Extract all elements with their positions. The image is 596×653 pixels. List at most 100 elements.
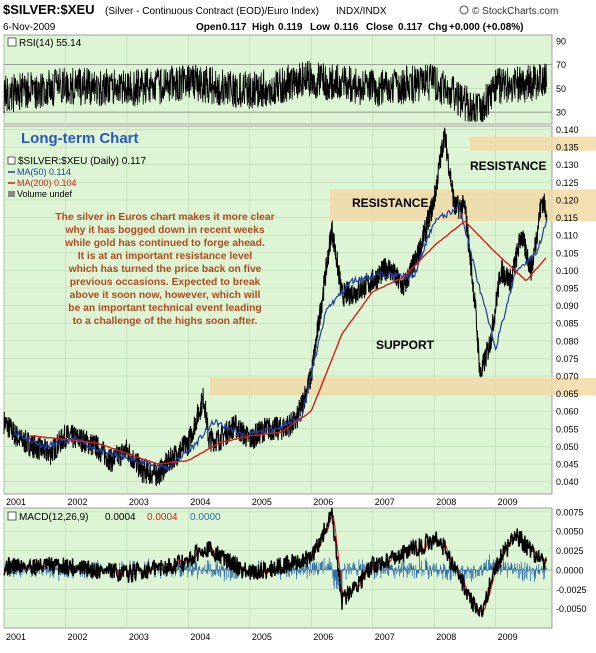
price-tick-label: 0.115	[556, 213, 578, 223]
price-tick-label: 0.050	[556, 442, 579, 452]
x-axis-label: 2009	[498, 497, 518, 507]
annotation-line: It is at an important resistance level	[78, 251, 253, 262]
rsi-tick-labels: 90 70 50 30	[556, 36, 566, 117]
open-value: 0.117	[222, 22, 247, 33]
ma200-line	[29, 220, 547, 465]
rsi-legend: RSI(14) 55.14	[7, 37, 82, 49]
chart-subtitle: Long-term Chart	[21, 130, 139, 147]
price-tick-label: 0.100	[556, 266, 579, 276]
x-axis-label: 2008	[436, 632, 456, 642]
macd-legend: MACD(12,26,9) 0.0004 0.0004 0.0000	[7, 511, 221, 523]
resistance-label: RESISTANCE	[352, 196, 428, 210]
price-panel: Long-term Chart $SILVER:$XEU (Daily) 0.1…	[3, 125, 596, 495]
ohlc-readout: Open 0.117 High 0.119 Low 0.116 Close 0.…	[196, 22, 524, 33]
resistance-top-label: RESISTANCE	[470, 159, 546, 173]
price-tick-label: 0.105	[556, 248, 579, 258]
x-axis-label: 2002	[67, 632, 87, 642]
x-axis-labels-price: 2001 2002 2003 2004 2005 2006 2007 2008 2009	[6, 497, 518, 507]
price-legend: $SILVER:$XEU (Daily) 0.117 MA(50) 0.114 …	[7, 156, 146, 199]
annotation-line: previous occasions. Expected to break	[70, 277, 261, 288]
price-tick-label: 0.070	[556, 372, 579, 382]
price-tick-label: 0.130	[556, 160, 579, 170]
price-tick-label: 0.080	[556, 336, 579, 346]
price-tick-label: 0.060	[556, 407, 579, 417]
chart-title-symbol: $SILVER:$XEU	[3, 2, 95, 17]
support-label: SUPPORT	[376, 338, 435, 352]
x-axis-label: 2006	[313, 632, 333, 642]
high-value: 0.119	[278, 22, 303, 33]
macd-line	[3, 507, 548, 618]
low-value: 0.116	[334, 22, 359, 33]
high-label: High	[252, 22, 274, 33]
rsi-line	[3, 60, 548, 122]
chart-date: 6-Nov-2009	[3, 22, 56, 33]
macd-label-hist: 0.0000	[190, 512, 221, 523]
price-tick-label: 0.085	[556, 319, 579, 329]
rsi-tick-label: 50	[556, 84, 566, 94]
annotation-line: to a challenge of the highs soon after.	[73, 316, 258, 327]
x-axis-label: 2004	[190, 632, 210, 642]
annotation-line: above it soon now, however, which will	[70, 290, 261, 301]
rsi-label: RSI(14) 55.14	[19, 38, 82, 49]
annotation-line: why it has bogged down in recent weeks	[64, 225, 264, 236]
price-tick-label: 0.095	[556, 283, 579, 293]
annotation-line: The silver in Euros chart makes it more …	[55, 212, 274, 223]
copyright-text: © StockCharts.com	[472, 6, 558, 17]
macd-label-name: MACD(12,26,9)	[19, 512, 88, 523]
legend-symbol: $SILVER:$XEU (Daily) 0.117	[18, 156, 146, 167]
rsi-tick-label: 90	[556, 36, 566, 46]
price-tick-label: 0.075	[556, 354, 579, 364]
x-axis-label: 2003	[129, 497, 149, 507]
price-tick-label: 0.120	[556, 195, 579, 205]
macd-tick-label: 0.0000	[556, 565, 584, 575]
chg-label: Chg	[428, 22, 447, 33]
price-grid	[3, 126, 552, 494]
macd-tick-label: 0.0075	[556, 507, 584, 517]
x-axis-label: 2005	[252, 632, 272, 642]
chart-title-exchange: INDX/INDX	[336, 6, 387, 17]
legend-ma50: MA(50) 0.114	[17, 167, 71, 177]
price-tick-label: 0.110	[556, 231, 578, 241]
legend-ma200: MA(200) 0.104	[17, 178, 77, 188]
x-axis-labels-macd: 2001 2002 2003 2004 2005 2006 2007 2008 2009	[6, 632, 518, 642]
open-label: Open	[196, 22, 222, 33]
x-axis-label: 2004	[190, 497, 210, 507]
close-value: 0.117	[398, 22, 423, 33]
chg-value: +0.000 (+0.08%)	[449, 22, 524, 33]
ma50-line	[13, 203, 548, 472]
x-axis-label: 2007	[375, 632, 395, 642]
price-tick-label: 0.125	[556, 178, 579, 188]
low-label: Low	[310, 22, 330, 33]
macd-tick-label: -0.0025	[556, 585, 587, 595]
x-axis-label: 2006	[313, 497, 333, 507]
price-tick-label: 0.135	[556, 143, 579, 153]
price-tick-labels: 0.140 0.135 0.130 0.125 0.120 0.115 0.110 0.105…	[556, 125, 579, 487]
chart-title-description: (Silver - Continuous Contract (EOD)/Euro…	[105, 6, 319, 17]
rsi-tick-label: 70	[556, 60, 566, 70]
macd-tick-label: 0.0025	[556, 546, 584, 556]
annotation-text: The silver in Euros chart makes it more …	[55, 212, 274, 327]
price-tick-label: 0.045	[556, 460, 579, 470]
x-axis-label: 2001	[6, 632, 26, 642]
legend-volume: Volume undef	[17, 189, 73, 199]
price-tick-label: 0.065	[556, 389, 579, 399]
annotation-line: while gold has continued to forge ahead.	[64, 238, 265, 249]
stockcharts-logo: © StockCharts.com	[459, 5, 558, 17]
price-tick-label: 0.090	[556, 301, 579, 311]
macd-tick-label: -0.0050	[556, 604, 587, 614]
x-axis-label: 2008	[436, 497, 456, 507]
x-axis-label: 2003	[129, 632, 149, 642]
x-axis-label: 2002	[67, 497, 87, 507]
price-tick-label: 0.040	[556, 477, 579, 487]
rsi-panel: RSI(14) 55.14 90 70 50 30	[3, 34, 566, 125]
x-axis-label: 2009	[498, 632, 518, 642]
price-tick-label: 0.140	[556, 125, 579, 135]
macd-panel: MACD(12,26,9) 0.0004 0.0004 0.0000 0.007…	[3, 507, 587, 629]
macd-tick-label: 0.0050	[556, 527, 584, 537]
x-axis-label: 2005	[252, 497, 272, 507]
price-tick-label: 0.055	[556, 424, 579, 434]
annotation-line: which has turned the price back on five	[68, 264, 262, 275]
close-label: Close	[366, 22, 394, 33]
rsi-tick-label: 30	[556, 108, 566, 118]
